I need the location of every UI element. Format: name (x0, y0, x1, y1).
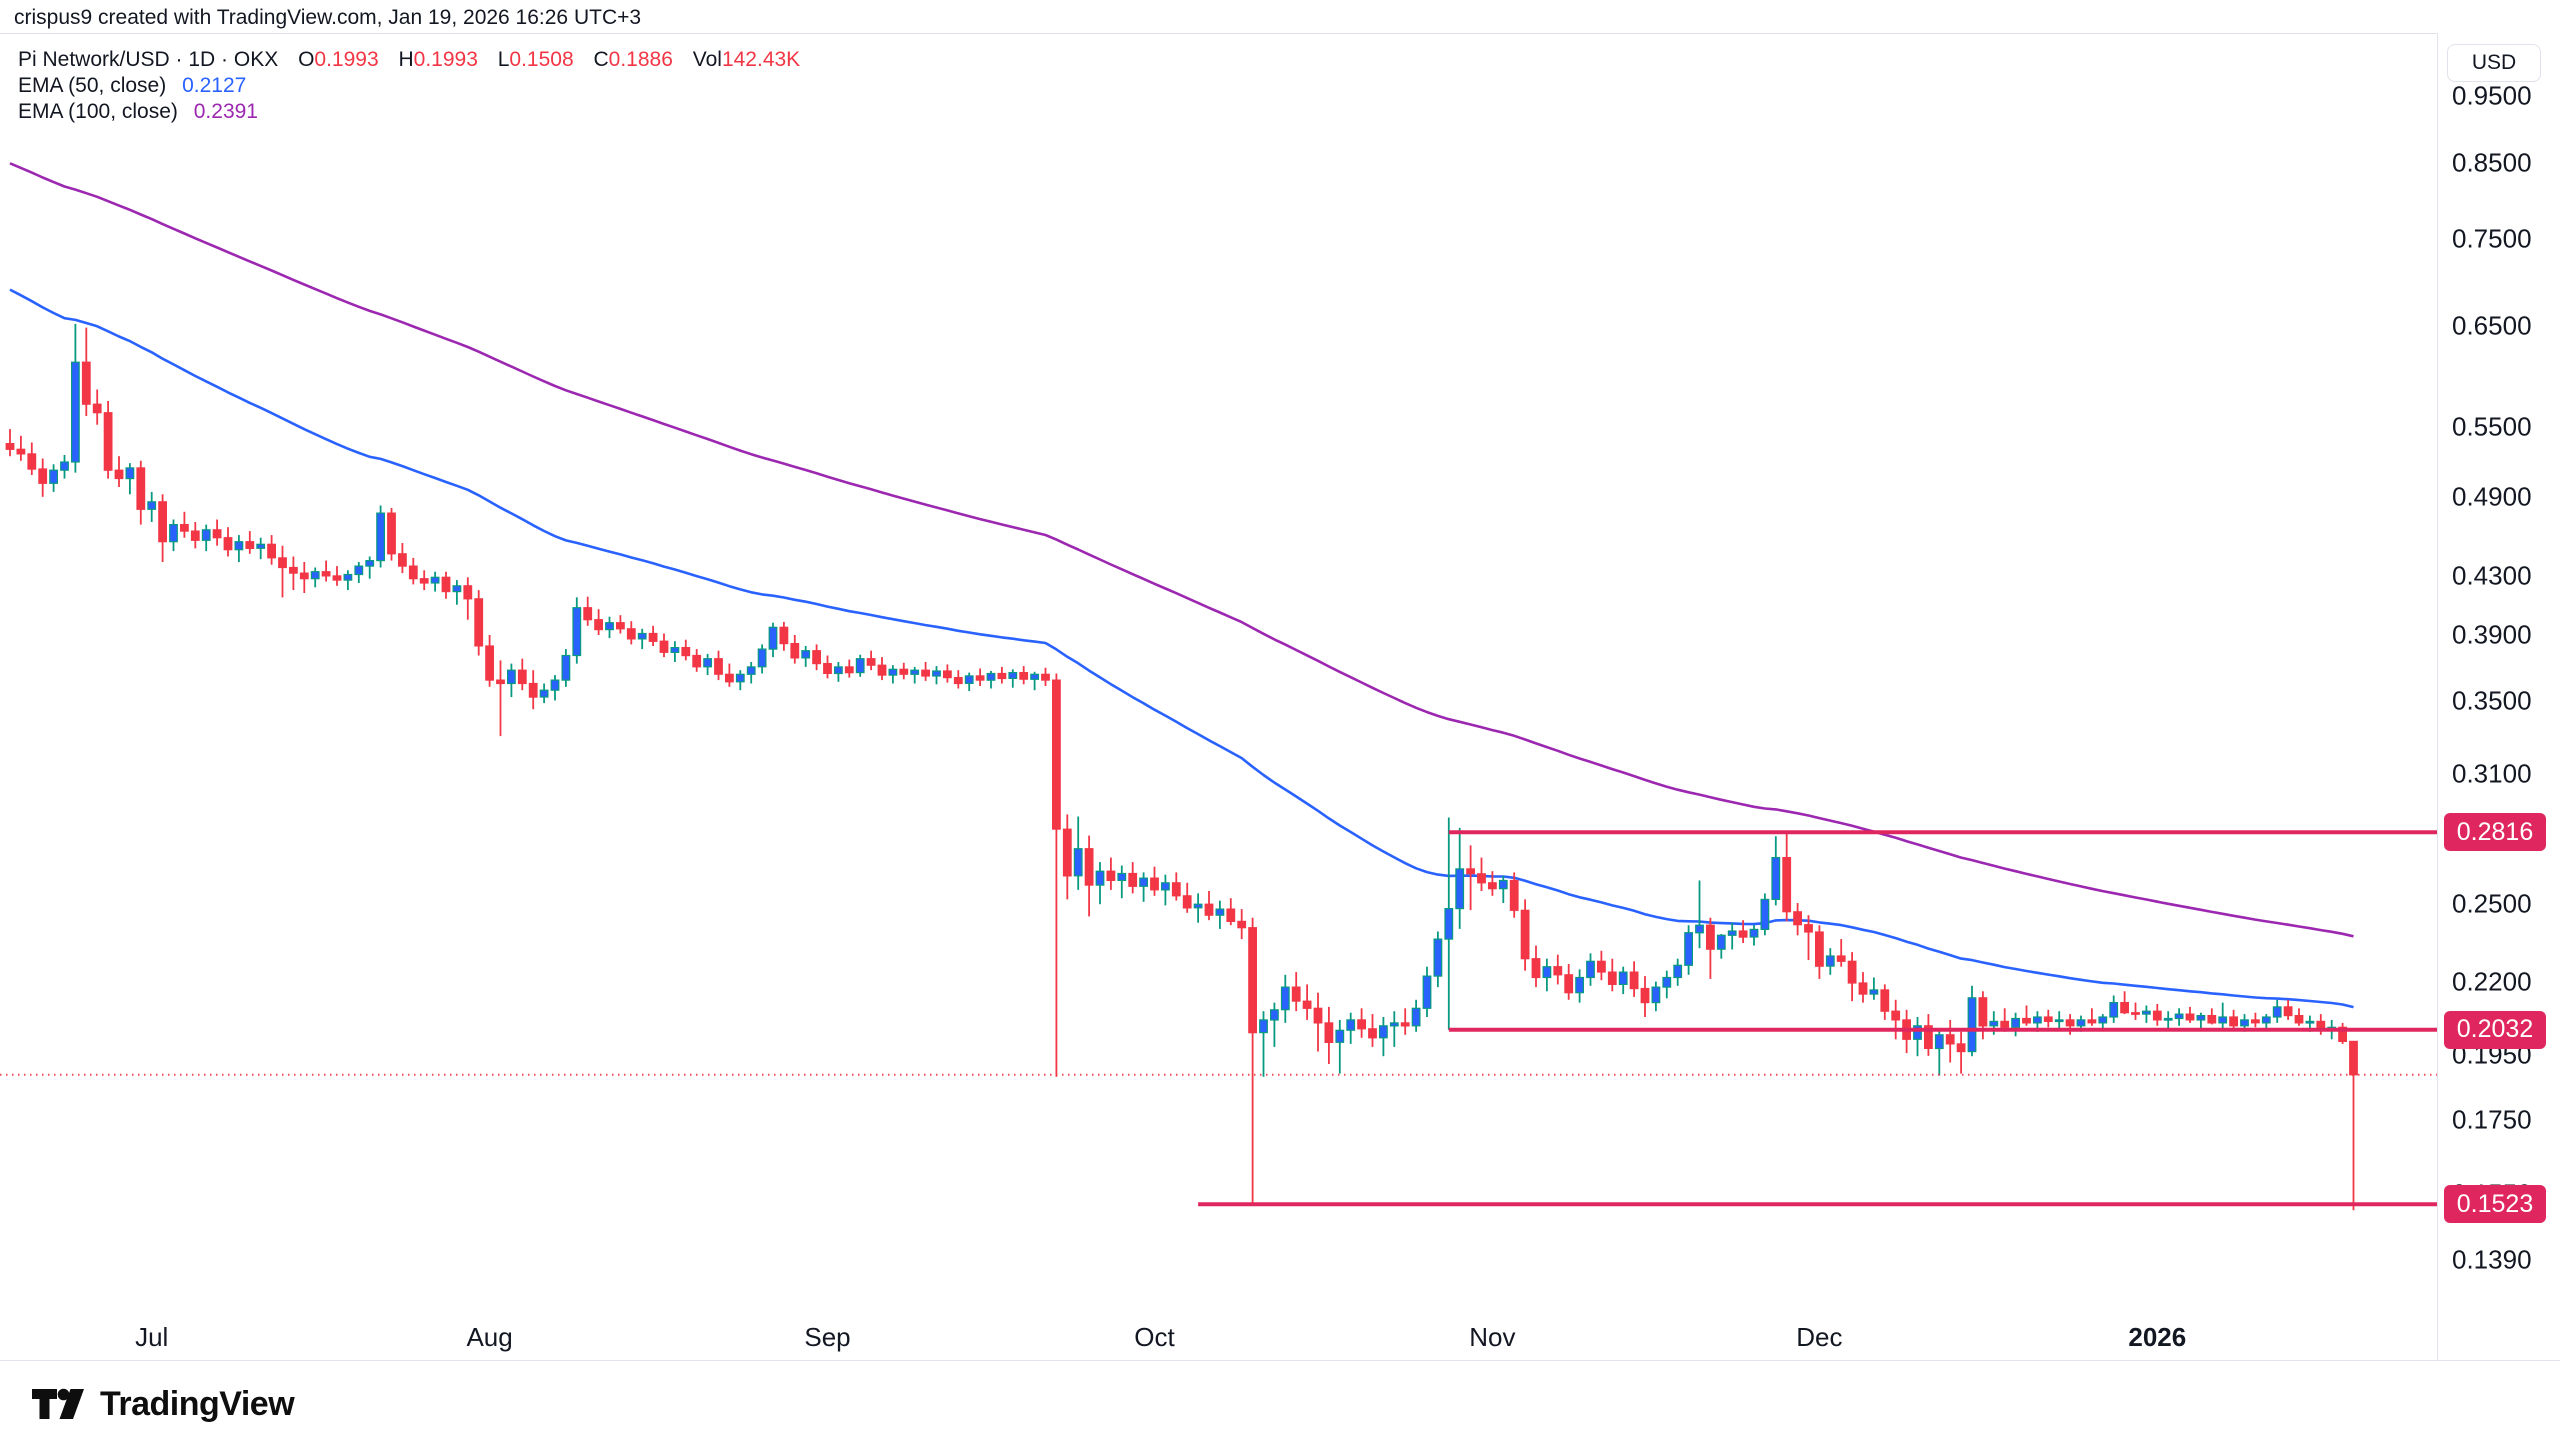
month-label-Sep: Sep (804, 1322, 851, 1352)
price-tick-0.8500: 0.8500 (2452, 147, 2532, 178)
chart-credit: crispus9 created with TradingView.com, J… (14, 6, 642, 29)
price-tick-0.4300: 0.4300 (2452, 560, 2532, 591)
legend-ema50-row[interactable]: EMA (50, close) 0.2127 (18, 74, 800, 98)
month-label-Dec: Dec (1796, 1322, 1843, 1352)
price-tick-0.3900: 0.3900 (2452, 619, 2532, 650)
level-badge-0.2816: 0.2816 (2444, 813, 2546, 852)
month-label-Aug: Aug (466, 1322, 513, 1352)
low-label: L (497, 48, 510, 71)
time-axis-separator (0, 1360, 2560, 1361)
high-label: H (398, 48, 414, 71)
price-tick-0.7500: 0.7500 (2452, 223, 2532, 254)
price-tick-0.9500: 0.9500 (2452, 80, 2532, 111)
chart-legend: Pi Network/USD · 1D · OKX O0.1993 H0.199… (18, 48, 800, 126)
month-label-Oct: Oct (1134, 1322, 1175, 1352)
currency-button[interactable]: USD (2447, 44, 2541, 82)
plot-area[interactable] (0, 162, 2437, 1211)
month-label-Jul: Jul (135, 1322, 169, 1352)
price-axis-separator (2437, 33, 2438, 1360)
header-separator (0, 33, 2437, 34)
symbol-title: Pi Network/USD · 1D · OKX (18, 48, 279, 71)
price-tick-0.2200: 0.2200 (2452, 966, 2532, 997)
high-value: 0.1993 (413, 48, 478, 71)
ema50-line[interactable] (9, 288, 2354, 1009)
volume-label: Vol (692, 48, 722, 71)
ema100-line[interactable] (9, 162, 2354, 938)
ema50-value: 0.2127 (182, 74, 247, 97)
level-badge-0.1523: 0.1523 (2444, 1185, 2546, 1224)
price-tick-0.1750: 0.1750 (2452, 1104, 2532, 1135)
price-tick-0.6500: 0.6500 (2452, 310, 2532, 341)
close-label: C (593, 48, 609, 71)
ema100-label: EMA (100, close) (18, 100, 178, 123)
ema100-value: 0.2391 (193, 100, 258, 123)
price-tick-0.1390: 0.1390 (2452, 1244, 2532, 1275)
ema50-label: EMA (50, close) (18, 74, 167, 97)
tradingview-icon (32, 1388, 84, 1419)
price-tick-0.4900: 0.4900 (2452, 481, 2532, 512)
price-axis[interactable] (2438, 33, 2560, 1360)
price-tick-0.5500: 0.5500 (2452, 411, 2532, 442)
price-tick-0.3100: 0.3100 (2452, 758, 2532, 789)
open-label: O (298, 48, 315, 71)
volume-value: 142.43K (721, 48, 801, 71)
candles (5, 323, 2358, 1211)
low-value: 0.1508 (509, 48, 574, 71)
price-tick-0.3500: 0.3500 (2452, 685, 2532, 715)
month-label-2026: 2026 (2128, 1322, 2187, 1352)
level-badge-0.2032: 0.2032 (2444, 1010, 2546, 1049)
legend-ema100-row[interactable]: EMA (100, close) 0.2391 (18, 100, 800, 124)
close-value: 0.1886 (608, 48, 673, 71)
price-tick-0.2500: 0.2500 (2452, 888, 2532, 919)
legend-symbol-row[interactable]: Pi Network/USD · 1D · OKX O0.1993 H0.199… (18, 48, 800, 72)
brand-wordmark: TradingView (100, 1384, 295, 1423)
tradingview-logo[interactable]: TradingView (30, 1384, 295, 1424)
month-label-Nov: Nov (1469, 1322, 1516, 1352)
open-value: 0.1993 (314, 48, 379, 71)
